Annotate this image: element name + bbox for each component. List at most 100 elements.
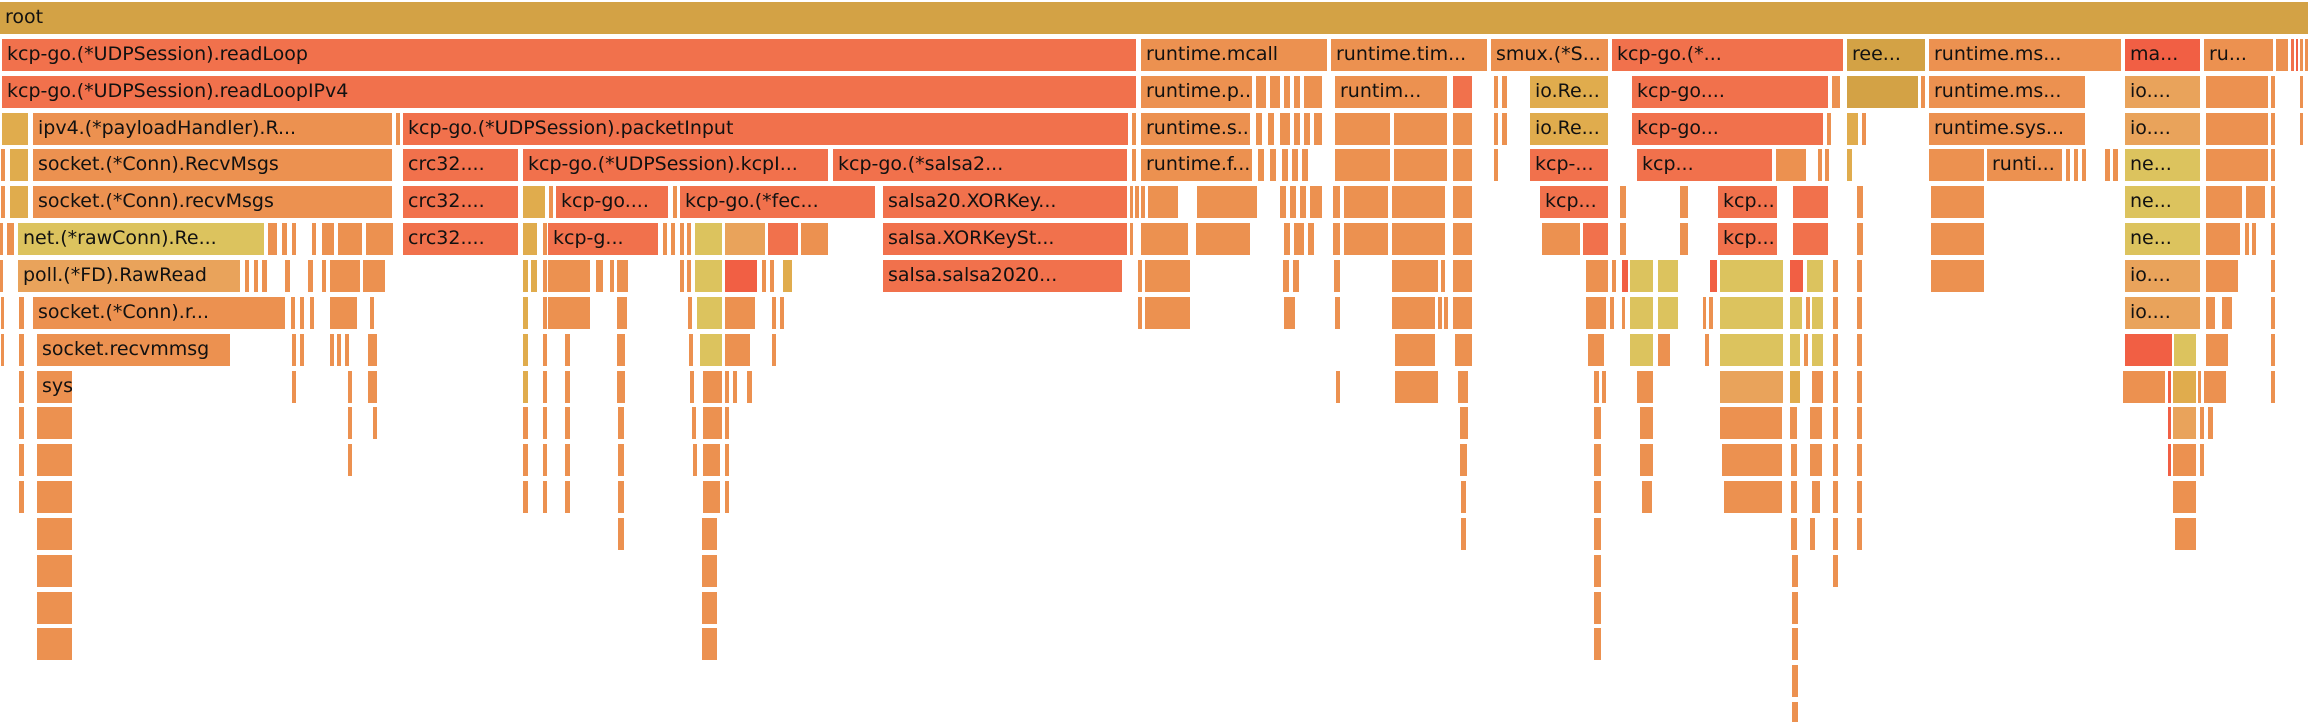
flame-frame-unlabeled[interactable] xyxy=(1502,76,1507,108)
flame-frame-unlabeled[interactable] xyxy=(1335,297,1340,329)
flame-frame-unlabeled[interactable] xyxy=(1444,297,1448,329)
flame-frame-unlabeled[interactable] xyxy=(19,334,24,366)
flame-frame-unlabeled[interactable] xyxy=(703,407,722,439)
flame-frame-unlabeled[interactable] xyxy=(1441,260,1445,292)
flame-frame-unlabeled[interactable] xyxy=(1594,628,1601,660)
flame-frame[interactable]: crc32.... xyxy=(403,223,518,255)
flame-frame-unlabeled[interactable] xyxy=(1833,334,1838,366)
flame-frame-unlabeled[interactable] xyxy=(1586,297,1606,329)
flame-frame-unlabeled[interactable] xyxy=(348,371,352,403)
flame-frame-unlabeled[interactable] xyxy=(1825,149,1829,181)
flame-frame-unlabeled[interactable] xyxy=(1622,260,1628,292)
flame-frame-unlabeled[interactable] xyxy=(1135,186,1139,218)
flame-frame-unlabeled[interactable] xyxy=(2300,39,2303,71)
flame-frame-unlabeled[interactable] xyxy=(617,297,627,329)
flame-frame-unlabeled[interactable] xyxy=(1130,186,1133,218)
flame-frame-unlabeled[interactable] xyxy=(780,297,784,329)
flame-frame[interactable]: ne... xyxy=(2125,149,2200,181)
flame-frame[interactable]: io.Re... xyxy=(1530,76,1608,108)
flame-frame-unlabeled[interactable] xyxy=(2168,407,2171,439)
flame-frame-unlabeled[interactable] xyxy=(268,223,277,255)
flame-frame-unlabeled[interactable] xyxy=(1612,260,1616,292)
flame-frame-unlabeled[interactable] xyxy=(373,407,377,439)
flame-frame-unlabeled[interactable] xyxy=(689,334,693,366)
flame-frame-unlabeled[interactable] xyxy=(1620,223,1626,255)
flame-frame-unlabeled[interactable] xyxy=(1336,371,1340,403)
flame-frame-unlabeled[interactable] xyxy=(2206,297,2215,329)
flame-frame-unlabeled[interactable] xyxy=(543,297,547,329)
flame-frame-unlabeled[interactable] xyxy=(300,297,304,329)
flame-frame-unlabeled[interactable] xyxy=(1705,334,1709,366)
flame-frame-unlabeled[interactable] xyxy=(1394,113,1447,145)
flame-frame[interactable]: poll.(*FD).RawRead xyxy=(18,260,240,292)
flame-frame-unlabeled[interactable] xyxy=(1931,260,1984,292)
flame-frame-unlabeled[interactable] xyxy=(1344,223,1388,255)
flame-frame-unlabeled[interactable] xyxy=(618,407,624,439)
flame-frame[interactable]: salsa.salsa2020... xyxy=(883,260,1122,292)
flame-frame[interactable]: kcp-go.(*UDPSession).kcpI... xyxy=(523,149,828,181)
flame-frame-unlabeled[interactable] xyxy=(1460,407,1468,439)
flame-frame-unlabeled[interactable] xyxy=(617,260,628,292)
flame-frame-unlabeled[interactable] xyxy=(725,334,750,366)
flame-frame-unlabeled[interactable] xyxy=(1,297,4,329)
flame-frame-unlabeled[interactable] xyxy=(1594,407,1601,439)
flame-frame-unlabeled[interactable] xyxy=(2105,149,2110,181)
flame-frame[interactable]: runtim... xyxy=(1335,76,1447,108)
flame-frame-unlabeled[interactable] xyxy=(1810,407,1822,439)
flame-frame-unlabeled[interactable] xyxy=(725,223,765,255)
flame-frame-unlabeled[interactable] xyxy=(618,518,624,550)
flame-frame[interactable]: kcp-go.... xyxy=(1632,76,1828,108)
flame-frame-unlabeled[interactable] xyxy=(801,223,828,255)
flame-frame-unlabeled[interactable] xyxy=(688,297,692,329)
flame-frame-unlabeled[interactable] xyxy=(1292,149,1298,181)
flame-frame-unlabeled[interactable] xyxy=(37,444,72,476)
flame-frame-unlabeled[interactable] xyxy=(322,260,326,292)
flame-frame-unlabeled[interactable] xyxy=(565,481,570,513)
flame-frame[interactable]: net.(*rawConn).Re... xyxy=(18,223,264,255)
flame-frame-unlabeled[interactable] xyxy=(1334,260,1340,292)
flame-frame-unlabeled[interactable] xyxy=(1857,260,1862,292)
flame-frame-unlabeled[interactable] xyxy=(1,334,4,366)
flame-frame-unlabeled[interactable] xyxy=(1314,113,1322,145)
flame-frame-unlabeled[interactable] xyxy=(1588,334,1604,366)
flame-frame[interactable]: runtime.mcall xyxy=(1141,39,1327,71)
flame-frame-unlabeled[interactable] xyxy=(687,223,691,255)
flame-frame[interactable]: ipv4.(*payloadHandler).R... xyxy=(33,113,392,145)
flame-frame-unlabeled[interactable] xyxy=(768,223,798,255)
flame-frame-unlabeled[interactable] xyxy=(1461,518,1466,550)
flame-frame-unlabeled[interactable] xyxy=(523,334,528,366)
flame-frame-unlabeled[interactable] xyxy=(7,223,14,255)
flame-frame-unlabeled[interactable] xyxy=(1594,592,1601,624)
flame-frame-unlabeled[interactable] xyxy=(37,628,72,660)
flame-frame-unlabeled[interactable] xyxy=(1847,149,1852,181)
flame-frame-unlabeled[interactable] xyxy=(1791,481,1797,513)
flame-frame[interactable]: ne... xyxy=(2125,223,2200,255)
flame-frame-unlabeled[interactable] xyxy=(245,260,249,292)
flame-frame[interactable]: kcp-go... xyxy=(1632,113,1823,145)
flame-frame[interactable]: kcp... xyxy=(1540,186,1608,218)
flame-frame-unlabeled[interactable] xyxy=(1720,297,1783,329)
flame-frame-unlabeled[interactable] xyxy=(1812,334,1823,366)
flame-frame-unlabeled[interactable] xyxy=(680,260,684,292)
flame-frame-unlabeled[interactable] xyxy=(1710,260,1717,292)
flame-frame-unlabeled[interactable] xyxy=(2174,334,2196,366)
flame-frame-unlabeled[interactable] xyxy=(1833,481,1838,513)
flame-frame-unlabeled[interactable] xyxy=(725,407,729,439)
flame-frame-unlabeled[interactable] xyxy=(1812,297,1823,329)
flame-frame-unlabeled[interactable] xyxy=(1791,444,1797,476)
flame-frame[interactable]: runtime.f... xyxy=(1141,149,1252,181)
flame-frame[interactable]: runtime.ms... xyxy=(1929,39,2121,71)
flame-frame-unlabeled[interactable] xyxy=(330,297,357,329)
flame-frame-unlabeled[interactable] xyxy=(300,334,304,366)
flame-frame-unlabeled[interactable] xyxy=(2271,371,2275,403)
flame-frame-unlabeled[interactable] xyxy=(1494,113,1498,145)
flame-frame-unlabeled[interactable] xyxy=(1658,334,1670,366)
flame-frame-unlabeled[interactable] xyxy=(703,444,720,476)
flame-frame-unlabeled[interactable] xyxy=(2208,407,2213,439)
flame-frame[interactable]: runtime.tim... xyxy=(1331,39,1487,71)
flame-frame-unlabeled[interactable] xyxy=(292,334,296,366)
flame-frame-unlabeled[interactable] xyxy=(1594,371,1599,403)
flame-frame-unlabeled[interactable] xyxy=(565,334,570,366)
flame-frame-unlabeled[interactable] xyxy=(2206,149,2268,181)
flame-frame-unlabeled[interactable] xyxy=(523,223,537,255)
